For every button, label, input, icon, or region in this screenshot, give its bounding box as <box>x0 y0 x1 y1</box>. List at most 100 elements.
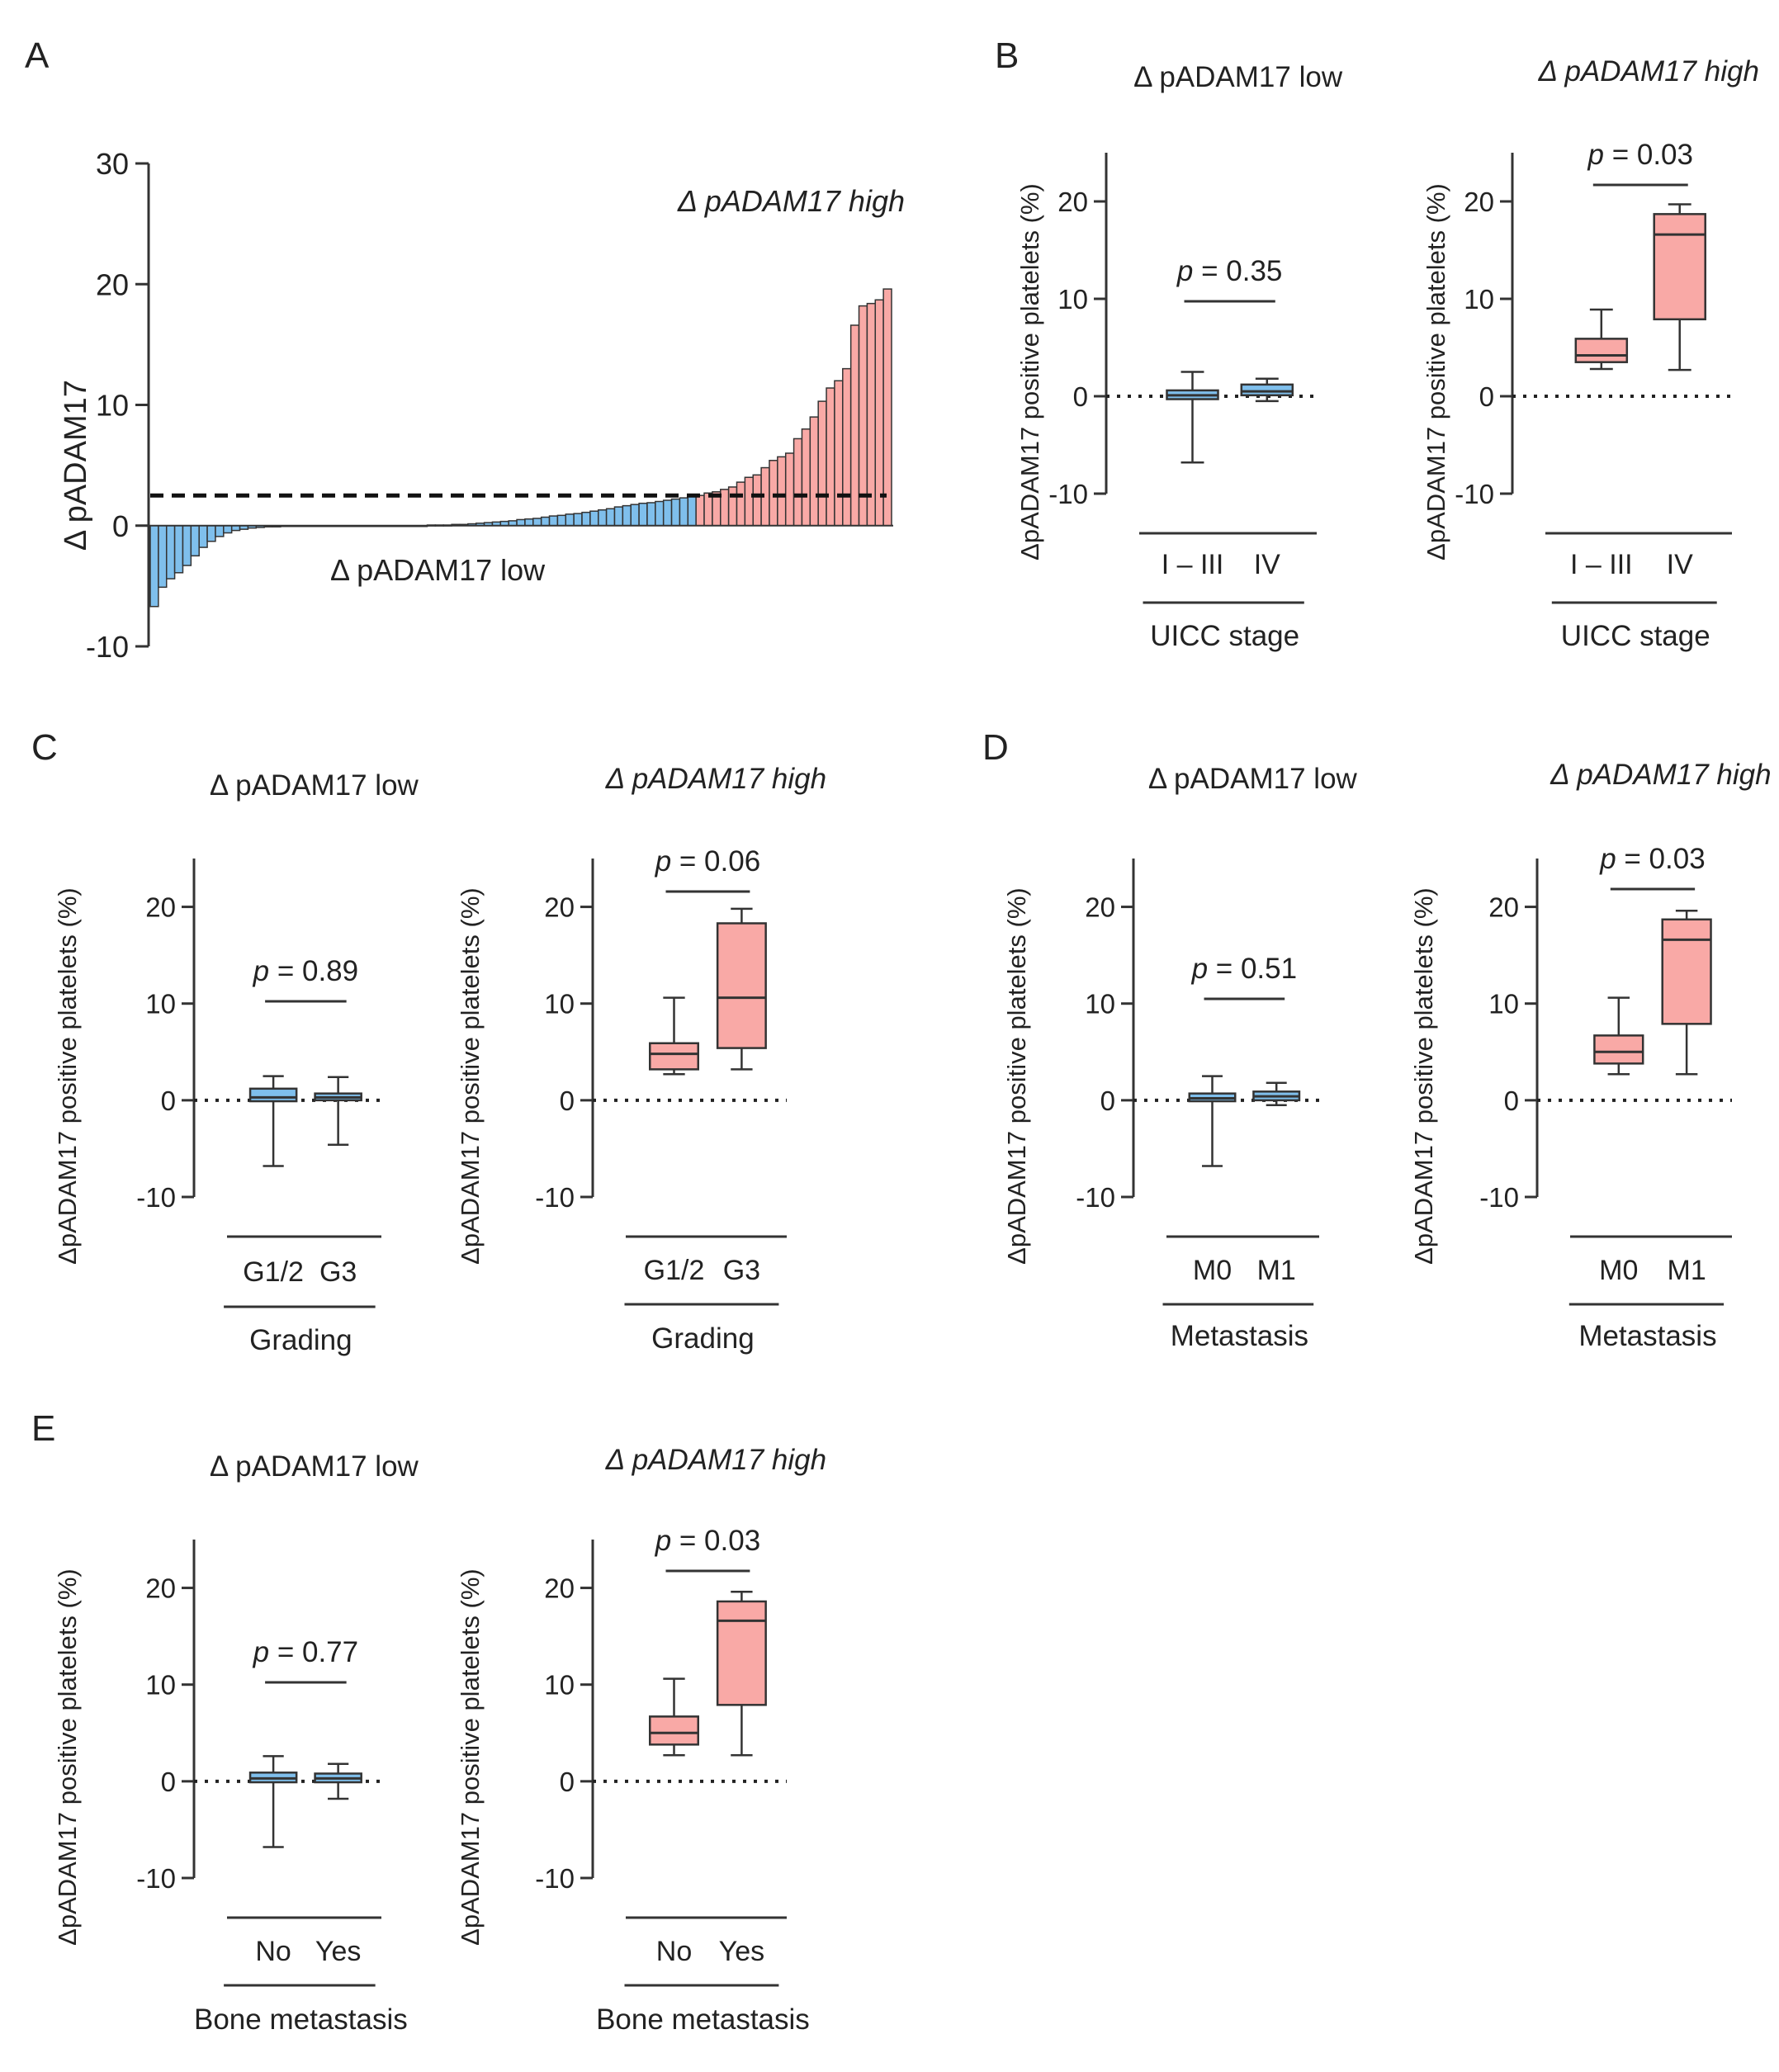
p-value-text: = 0.03 <box>671 1525 760 1557</box>
x-axis-label: UICC stage <box>1150 620 1299 652</box>
box <box>649 1715 699 1746</box>
y-tick-label: 10 <box>1488 989 1519 1019</box>
chart-layer: -10 0 10 20 30 Δ pADAM17 Δ pADAM17 high Δ pADAM… <box>53 55 1772 2036</box>
bar <box>662 499 673 527</box>
category-label: IV <box>1667 549 1693 580</box>
bar <box>679 497 689 527</box>
panel-title: Δ pADAM17 high <box>605 763 826 795</box>
x-axis-label: Metastasis <box>1578 1320 1716 1352</box>
bar <box>524 518 534 527</box>
panel-c-low-chart: -10 0 10 20 ΔpADAM17 positive platelets (%) G… <box>53 769 419 1356</box>
panel-d-low-chart: -10 0 10 20 ΔpADAM17 positive platelets (%) M… <box>1002 763 1358 1352</box>
bar <box>801 428 811 527</box>
y-tick-label: 0 <box>1479 381 1494 412</box>
p-value-text: = 0.06 <box>671 845 760 878</box>
p-symbol: p <box>1191 953 1208 985</box>
bar <box>206 525 216 542</box>
bar <box>826 387 835 527</box>
y-tick-label: 0 <box>560 1767 575 1797</box>
category-label: G3 <box>319 1256 357 1288</box>
y-tick-label: -10 <box>1479 1182 1519 1213</box>
bar <box>215 525 225 537</box>
y-tick-label: 0 <box>560 1086 575 1116</box>
bar <box>849 324 860 527</box>
p-value: p = 0.03 <box>1599 843 1705 875</box>
bar <box>630 504 640 527</box>
p-value-text: = 0.89 <box>269 955 358 987</box>
y-tick-label: 20 <box>544 892 575 923</box>
x-axis-label: Grading <box>249 1324 352 1356</box>
bar <box>777 456 787 527</box>
y-axis-label: ΔpADAM17 positive platelets (%) <box>456 1568 485 1946</box>
y-axis-label: ΔpADAM17 positive platelets (%) <box>456 887 485 1265</box>
bar <box>158 525 168 589</box>
panel-title: Δ pADAM17 high <box>1538 55 1759 88</box>
p-symbol: p <box>655 1525 671 1557</box>
y-tick-label: 20 <box>544 1573 575 1604</box>
panel-b-low-chart: -10 0 10 20 ΔpADAM17 positive platelets (%) I… <box>1015 61 1343 652</box>
bar <box>703 492 713 527</box>
bar <box>532 518 542 527</box>
bar <box>613 506 624 527</box>
bar <box>687 495 697 527</box>
y-tick-label: 10 <box>145 1670 176 1701</box>
bar <box>670 498 681 527</box>
y-axis-label: ΔpADAM17 positive platelets (%) <box>1422 183 1450 561</box>
bar <box>556 514 567 527</box>
y-axis-label: ΔpADAM17 positive platelets (%) <box>1015 183 1044 561</box>
y-tick-label: -10 <box>1048 479 1088 509</box>
y-tick-label: 10 <box>1057 284 1088 315</box>
category-label: M1 <box>1668 1255 1706 1286</box>
y-tick-label: 10 <box>96 389 129 423</box>
bar <box>842 367 852 527</box>
category-label: No <box>255 1936 291 1967</box>
bar <box>874 299 884 527</box>
panel-e-low-chart: -10 0 10 20 ΔpADAM17 positive platelets (%) N… <box>53 1450 419 2036</box>
y-tick-label: 10 <box>544 989 575 1019</box>
bar <box>769 460 778 527</box>
bar <box>882 288 892 527</box>
category-label: G1/2 <box>243 1256 304 1288</box>
bar <box>182 525 192 566</box>
p-value: p = 0.51 <box>1191 953 1297 985</box>
panel-title: Δ pADAM17 low <box>210 769 419 802</box>
box <box>1593 1034 1644 1065</box>
category-label: No <box>656 1936 692 1967</box>
bar <box>198 525 208 548</box>
y-tick-label: -10 <box>1455 479 1494 509</box>
bar <box>638 502 648 527</box>
y-axis-label: ΔpADAM17 positive platelets (%) <box>53 887 82 1265</box>
label-high: Δ pADAM17 high <box>677 184 905 218</box>
y-tick-label: 20 <box>1057 187 1088 217</box>
p-symbol: p <box>253 1636 269 1668</box>
y-tick-label: -10 <box>136 1182 176 1213</box>
p-value: p = 0.35 <box>1176 255 1282 287</box>
box <box>1653 213 1706 321</box>
y-tick-label: -10 <box>136 1863 176 1894</box>
panel-a-chart: -10 0 10 20 30 Δ pADAM17 Δ pADAM17 high Δ pADAM… <box>59 147 905 664</box>
p-value: p = 0.77 <box>253 1636 358 1668</box>
y-tick-label: 20 <box>1464 187 1494 217</box>
category-label: IV <box>1254 549 1280 580</box>
p-value-text: = 0.77 <box>269 1636 358 1668</box>
p-value: p = 0.03 <box>655 1525 760 1557</box>
p-value: p = 0.06 <box>655 845 760 878</box>
bar <box>548 515 559 527</box>
panel-title: Δ pADAM17 low <box>1148 763 1358 795</box>
bar <box>589 510 599 527</box>
x-axis-label: Bone metastasis <box>194 2003 408 2036</box>
label-low: Δ pADAM17 low <box>330 553 546 587</box>
p-value-text: = 0.51 <box>1208 953 1297 985</box>
bar <box>190 525 200 557</box>
bar <box>809 416 819 527</box>
category-label: Yes <box>719 1936 764 1967</box>
y-tick-label: 0 <box>161 1767 176 1797</box>
box <box>248 1087 298 1103</box>
y-tick-label: 0 <box>1100 1086 1115 1116</box>
y-axis-label: ΔpADAM17 positive platelets (%) <box>1409 887 1438 1265</box>
bar <box>605 508 616 527</box>
y-tick-label: 20 <box>145 892 176 923</box>
panel-d-high-chart: -10 0 10 20 ΔpADAM17 positive platelets (%) M… <box>1409 759 1772 1352</box>
bar <box>165 525 176 579</box>
